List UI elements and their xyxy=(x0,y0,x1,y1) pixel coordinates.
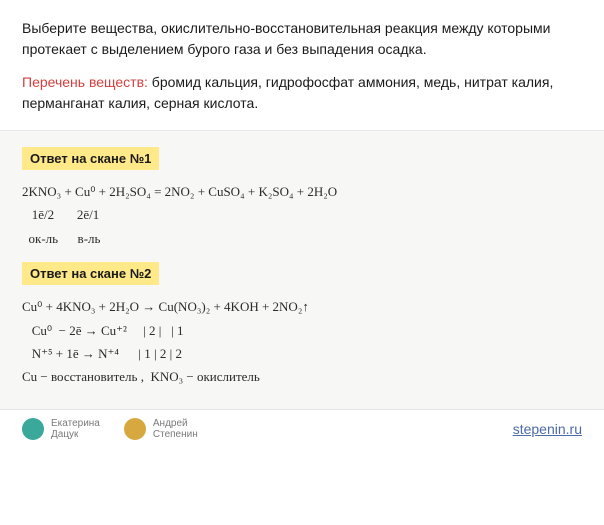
author-2: Андрей Степенин xyxy=(124,418,198,441)
hand-line: Cu⁰ + 4KNO₃ + 2H₂O → Cu(NO₃)₂ + 4KOH + 2… xyxy=(22,299,309,314)
answer-title-1: Ответ на скане №1 xyxy=(22,147,159,170)
author-first: Андрей xyxy=(153,418,198,430)
substances-line: Перечень веществ: бромид кальция, гидроф… xyxy=(22,72,582,114)
answer-handwriting-1: 2KNO₃ + Cu⁰ + 2H₂SO₄ = 2NO₂ + CuSO₄ + K₂… xyxy=(22,180,582,250)
hand-line: 1ē/2 2ē/1 xyxy=(22,207,99,222)
substances-label: Перечень веществ: xyxy=(22,74,148,90)
answer-block-1: Ответ на скане №1 2KNO₃ + Cu⁰ + 2H₂SO₄ =… xyxy=(22,147,582,250)
author-first: Екатерина xyxy=(51,418,100,430)
answer-handwriting-2: Cu⁰ + 4KNO₃ + 2H₂O → Cu(NO₃)₂ + 4KOH + 2… xyxy=(22,295,582,389)
question-box: Выберите вещества, окислительно-восстано… xyxy=(0,0,604,131)
author-last: Степенин xyxy=(153,429,198,441)
answer-block-2: Ответ на скане №2 Cu⁰ + 4KNO₃ + 2H₂O → C… xyxy=(22,262,582,389)
answers-area: Ответ на скане №1 2KNO₃ + Cu⁰ + 2H₂SO₄ =… xyxy=(0,131,604,409)
avatar-icon xyxy=(124,418,146,440)
question-text: Выберите вещества, окислительно-восстано… xyxy=(22,18,582,60)
avatar-icon xyxy=(22,418,44,440)
hand-line: Cu − восстановитель , KNO₃ − окислитель xyxy=(22,369,260,384)
hand-line: 2KNO₃ + Cu⁰ + 2H₂SO₄ = 2NO₂ + CuSO₄ + K₂… xyxy=(22,184,337,199)
author-name-2: Андрей Степенин xyxy=(153,418,198,441)
author-1: Екатерина Дацук xyxy=(22,418,100,441)
author-name-1: Екатерина Дацук xyxy=(51,418,100,441)
footer: Екатерина Дацук Андрей Степенин stepenin… xyxy=(0,409,604,449)
hand-line: Cu⁰ − 2ē → Cu⁺² | 2 | | 1 xyxy=(22,323,183,338)
hand-line: N⁺⁵ + 1ē → N⁺⁴ | 1 | 2 | 2 xyxy=(22,346,182,361)
author-last: Дацук xyxy=(51,429,100,441)
hand-line: ок-ль в-ль xyxy=(22,231,100,246)
answer-title-2: Ответ на скане №2 xyxy=(22,262,159,285)
site-link[interactable]: stepenin.ru xyxy=(513,421,582,437)
authors: Екатерина Дацук Андрей Степенин xyxy=(22,418,198,441)
